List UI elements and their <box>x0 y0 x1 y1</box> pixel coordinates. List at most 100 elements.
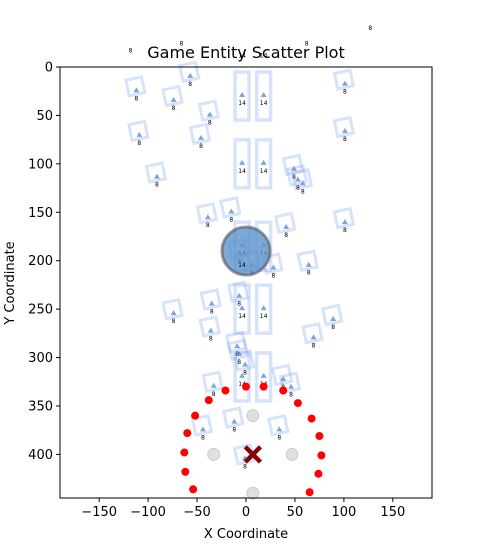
entity-box-group <box>270 363 294 387</box>
red-point <box>317 451 326 460</box>
entity-label: 8 <box>343 89 347 96</box>
entity-box-small <box>332 115 356 139</box>
y-tick-label: 250 <box>28 303 53 318</box>
chart-title: Game Entity Scatter Plot <box>147 43 344 62</box>
entity-marker <box>341 219 348 225</box>
red-point <box>180 448 189 457</box>
red-point <box>307 414 316 423</box>
y-tick-label: 200 <box>28 254 53 269</box>
entity-marker <box>208 300 215 306</box>
entity-marker <box>206 111 213 117</box>
entity-label: 8 <box>307 270 311 277</box>
entity-box-large <box>233 70 251 122</box>
red-point <box>191 411 200 420</box>
overflow-label: 14 <box>238 52 246 59</box>
entity-box-small <box>177 60 201 84</box>
entity-marker <box>260 92 267 98</box>
entity-box-small <box>144 161 168 184</box>
entity-marker <box>153 173 160 179</box>
red-point <box>259 382 268 391</box>
entity-box-small <box>219 196 242 219</box>
gray-point <box>207 447 221 461</box>
overflow-label: 8 <box>179 41 183 48</box>
entity-box-large <box>254 70 273 122</box>
entity-box-small <box>273 211 297 235</box>
entity-label: 14 <box>260 313 268 320</box>
entity-marker <box>204 214 211 220</box>
entity-box-small <box>190 414 214 437</box>
entity-marker <box>187 72 194 78</box>
entity-marker <box>305 261 312 267</box>
entity-label: 8 <box>343 227 347 234</box>
entity-box-group <box>232 349 256 372</box>
plot-area <box>60 67 432 498</box>
entity-marker <box>341 80 348 86</box>
entity-box-group <box>144 161 168 184</box>
entity-box-small <box>127 119 150 143</box>
x-tick-label: 100 <box>331 505 356 520</box>
entity-box-small <box>226 338 250 362</box>
entity-marker <box>236 350 243 356</box>
entity-box-group <box>198 315 222 338</box>
entity-box-group <box>222 406 245 429</box>
entity-label: 8 <box>201 434 205 441</box>
entity-label: 14 <box>260 168 268 175</box>
overflow-label: 8 <box>129 47 133 54</box>
entity-label: 8 <box>243 463 247 470</box>
entity-box-small <box>161 84 184 108</box>
gray-point <box>246 409 260 423</box>
entity-marker <box>239 159 246 165</box>
entity-box-group <box>226 280 250 303</box>
entity-label: 8 <box>172 105 176 112</box>
x-axis-title: X Coordinate <box>204 527 288 542</box>
entity-label: 8 <box>199 143 203 150</box>
entity-box-small <box>124 75 147 98</box>
entity-marker <box>294 176 301 182</box>
center-x-marker <box>243 445 263 464</box>
entity-box-group <box>296 249 319 272</box>
x-tick-label: −50 <box>183 505 210 520</box>
chart-marks: 1414141414141414141488888888888888888888… <box>124 25 372 500</box>
entity-box-group <box>320 303 344 327</box>
overflow-label: 8 <box>305 41 309 48</box>
entity-marker <box>239 92 246 98</box>
x-tick-label: 0 <box>242 505 250 520</box>
gray-point <box>285 447 299 461</box>
entity-marker <box>330 315 337 321</box>
red-point <box>305 488 314 497</box>
entity-marker <box>341 128 348 134</box>
x-tick-label: 50 <box>287 505 304 520</box>
y-tick-label: 350 <box>28 399 53 414</box>
plot-background <box>60 67 432 498</box>
entity-marker <box>270 264 277 270</box>
entity-label: 8 <box>155 182 159 189</box>
entity-box-group <box>281 153 305 177</box>
entity-label: 8 <box>237 301 241 308</box>
entity-box-small <box>301 322 324 345</box>
entity-box-group <box>124 75 147 98</box>
entity-box-small <box>320 303 344 327</box>
entity-label: 8 <box>301 188 305 195</box>
entity-marker <box>310 334 317 340</box>
entity-box-small <box>278 371 302 395</box>
entity-box-group <box>161 297 184 321</box>
red-point <box>181 467 190 476</box>
entity-box-group <box>161 84 184 108</box>
entity-box-group <box>127 119 150 143</box>
entity-label: 14 <box>238 381 246 388</box>
entity-label: 8 <box>331 324 335 331</box>
entity-box-group <box>177 60 201 84</box>
entity-box-group <box>201 370 224 394</box>
entity-box-group <box>188 122 212 146</box>
red-point <box>314 469 323 478</box>
entity-label: 8 <box>134 95 138 102</box>
entity-box-group <box>332 206 356 230</box>
entity-box-small <box>285 164 309 187</box>
entity-marker <box>228 208 235 214</box>
entity-label: 14 <box>238 100 246 107</box>
entity-box-group <box>226 338 250 362</box>
entity-label: 14 <box>238 313 246 320</box>
entity-box-small <box>188 122 212 146</box>
x-tick-label: −150 <box>81 505 117 520</box>
